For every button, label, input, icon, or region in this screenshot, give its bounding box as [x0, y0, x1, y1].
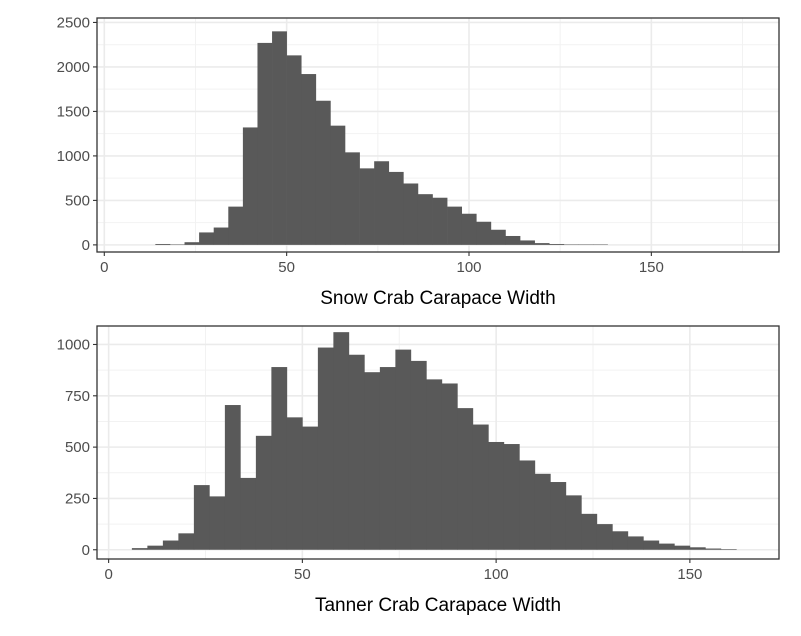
snow-crab-x-tick-label: 0: [100, 259, 108, 276]
snow-crab-panel-border: [96, 17, 780, 253]
snow-crab-histogram-bar: [330, 125, 346, 245]
snow-crab-histogram-bar: [490, 229, 506, 245]
tanner-crab-histogram-bar: [147, 545, 164, 550]
tanner-crab-panel: 0 50 100 150 0 250 500 750 1000: [57, 325, 780, 583]
tanner-crab-x-tick-label: 0: [104, 566, 112, 583]
snow-crab-histogram-bar: [199, 232, 215, 245]
tanner-crab-histogram-bar: [627, 536, 644, 550]
snow-crab-histogram-bar: [286, 55, 302, 245]
tanner-crab-histogram-bar: [364, 372, 381, 550]
tanner-crab-histogram-bar: [612, 531, 629, 550]
snow-crab-y-tick-label: 500: [65, 192, 90, 209]
tanner-crab-histogram-bar: [581, 513, 598, 550]
tanner-crab-histogram-bar: [534, 473, 551, 550]
tanner-crab-histogram-bar: [224, 405, 241, 550]
snow-crab-histogram-bar: [549, 243, 565, 245]
tanner-crab-histogram-bar: [658, 543, 675, 550]
tanner-crab-x-tick-label: 150: [677, 566, 702, 583]
snow-crab-histogram-bar: [228, 206, 244, 245]
snow-crab-histogram-bar: [155, 243, 171, 245]
snow-crab-histogram-bar: [461, 213, 477, 245]
tanner-crab-histogram-bar: [720, 549, 737, 550]
snow-crab-histogram-bar: [403, 183, 419, 245]
tanner-crab-histogram-bar: [643, 540, 660, 550]
snow-crab-histogram-bar: [359, 168, 375, 245]
tanner-crab-histogram-bar: [240, 477, 257, 550]
tanner-crab-x-axis-title: Tanner Crab Carapace Width: [315, 595, 561, 616]
snow-crab-histogram-bar: [345, 152, 360, 245]
snow-crab-histogram-bar: [447, 206, 463, 245]
snow-crab-histogram-bar: [505, 235, 521, 245]
tanner-crab-histogram-bar: [410, 360, 427, 550]
snow-crab-histogram-bar: [184, 242, 200, 245]
snow-crab-histogram-bar: [301, 74, 317, 245]
tanner-crab-histogram-bar: [519, 460, 536, 550]
tanner-crab-histogram-bar: [255, 435, 272, 550]
tanner-crab-histogram-bar: [596, 524, 613, 550]
snow-crab-x-tick-label: 150: [639, 259, 664, 276]
tanner-crab-histogram-bar: [472, 424, 489, 550]
snow-crab-histogram-bar: [257, 42, 273, 245]
tanner-crab-histogram-bar: [689, 547, 706, 550]
tanner-crab-y-tick-label: 250: [65, 490, 90, 507]
snow-crab-histogram-bar: [476, 221, 492, 245]
snow-crab-histogram-bar: [374, 161, 390, 245]
tanner-crab-histogram-bar: [457, 408, 474, 550]
tanner-crab-histogram-bar: [178, 533, 195, 550]
tanner-crab-histogram-bar: [550, 482, 567, 550]
tanner-crab-histogram-bar: [302, 426, 319, 550]
tanner-crab-histogram-bar: [379, 367, 396, 550]
snow-crab-histogram-bar: [213, 227, 229, 245]
snow-crab-histogram-bar: [388, 171, 404, 245]
tanner-crab-y-tick-label: 0: [82, 542, 90, 559]
tanner-crab-histogram-bar: [441, 383, 458, 550]
tanner-crab-histogram-bar: [162, 540, 179, 550]
tanner-crab-x-tick-label: 100: [484, 566, 509, 583]
snow-crab-histogram-bar: [417, 194, 433, 245]
tanner-crab-histogram-bar: [317, 347, 334, 550]
tanner-crab-histogram-bar: [565, 495, 582, 550]
tanner-crab-histogram-bar: [333, 332, 350, 550]
snow-crab-histogram-bar: [315, 100, 331, 245]
snow-crab-y-tick-label: 1000: [57, 148, 90, 165]
tanner-crab-histogram-bar: [286, 417, 303, 550]
snow-crab-histogram-bar: [242, 127, 258, 245]
tanner-crab-histogram-bar: [488, 441, 505, 550]
tanner-crab-histogram-bar: [426, 379, 443, 550]
snow-crab-histogram-bar: [534, 243, 550, 245]
tanner-crab-histogram-bar: [674, 545, 691, 550]
snow-crab-y-tick-label: 2000: [57, 59, 90, 76]
tanner-crab-panel-border: [96, 325, 780, 560]
snow-crab-x-tick-label: 100: [456, 259, 481, 276]
snow-crab-x-axis-title: Snow Crab Carapace Width: [320, 288, 556, 309]
tanner-crab-histogram-bar: [193, 485, 210, 550]
snow-crab-y-tick-label: 2500: [57, 14, 90, 31]
snow-crab-y-tick-label: 1500: [57, 103, 90, 120]
tanner-crab-x-tick-label: 50: [294, 566, 311, 583]
tanner-crab-histogram-bar: [348, 354, 365, 550]
snow-crab-y-tick-label: 0: [82, 237, 90, 254]
tanner-crab-y-tick-label: 750: [65, 388, 90, 405]
tanner-crab-y-tick-label: 500: [65, 439, 90, 456]
tanner-crab-histogram-bar: [271, 367, 288, 550]
tanner-crab-histogram-bar: [503, 444, 520, 550]
snow-crab-histogram-bar: [432, 197, 448, 245]
tanner-crab-histogram-bar: [395, 349, 412, 550]
snow-crab-histogram-bar: [272, 31, 287, 245]
tanner-crab-histogram-bar: [131, 548, 148, 550]
tanner-crab-y-tick-label: 1000: [57, 336, 90, 353]
snow-crab-x-tick-label: 50: [278, 259, 295, 276]
tanner-crab-histogram-bar: [209, 496, 226, 550]
tanner-crab-histogram-bar: [705, 548, 722, 550]
snow-crab-histogram-bar: [520, 240, 535, 245]
